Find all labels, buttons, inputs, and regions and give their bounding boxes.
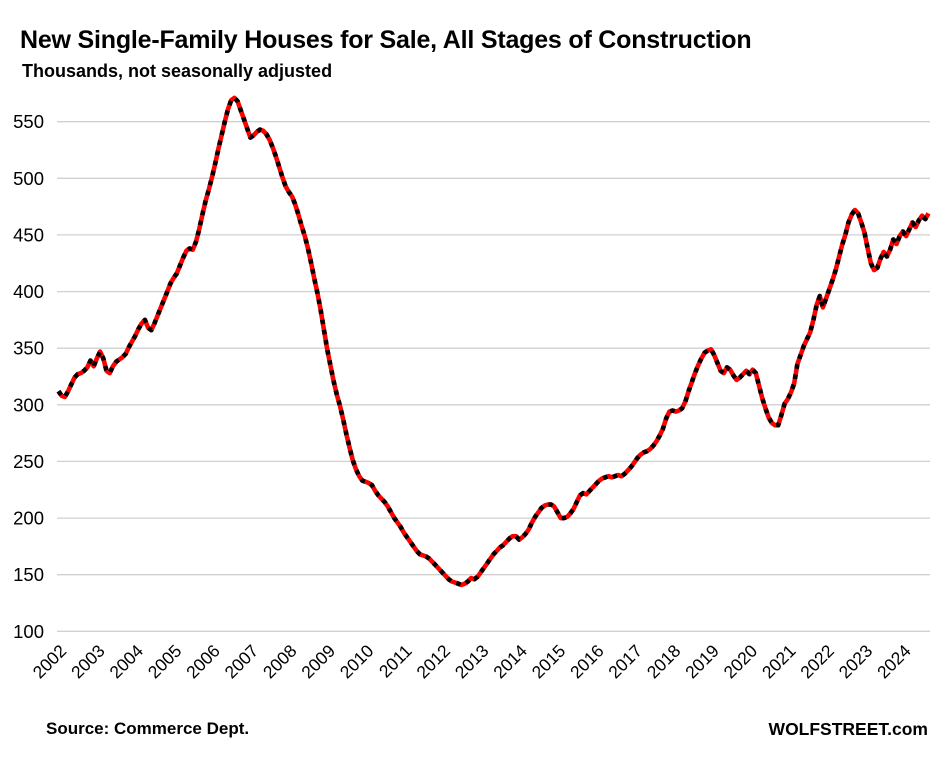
x-tick-label: 2015: [528, 641, 570, 683]
y-tick-label: 300: [13, 394, 44, 415]
x-tick-label: 2004: [105, 641, 147, 683]
x-tick-label: 2022: [796, 641, 838, 683]
y-tick-label: 250: [13, 451, 44, 472]
x-tick-label: 2009: [297, 641, 339, 683]
x-tick-label: 2018: [643, 641, 685, 683]
y-tick-label: 150: [13, 564, 44, 585]
x-tick-label: 2010: [336, 641, 378, 683]
x-tick-label: 2002: [29, 641, 71, 683]
y-tick-label: 500: [13, 168, 44, 189]
x-tick-label: 2005: [144, 641, 186, 683]
y-axis-labels: 100 150 200 250 300 350 400 450 500 550: [13, 111, 44, 642]
source-note: Source: Commerce Dept.: [46, 719, 250, 738]
x-tick-label: 2020: [720, 641, 762, 683]
y-tick-label: 550: [13, 111, 44, 132]
x-tick-label: 2024: [873, 641, 915, 683]
y-tick-label: 200: [13, 508, 44, 529]
y-tick-label: 450: [13, 224, 44, 245]
x-tick-label: 2017: [604, 641, 646, 683]
x-tick-label: 2023: [835, 641, 877, 683]
brand-watermark: WOLFSTREET.com: [768, 719, 928, 739]
x-tick-label: 2007: [221, 641, 263, 683]
x-tick-label: 2006: [182, 641, 224, 683]
x-tick-label: 2012: [412, 641, 454, 683]
series-line-dash-overlay: [56, 95, 931, 588]
x-tick-label: 2021: [758, 641, 800, 683]
x-tick-label: 2016: [566, 641, 608, 683]
series-line-red: [56, 95, 931, 588]
x-tick-label: 2011: [375, 641, 416, 682]
chart-subtitle: Thousands, not seasonally adjusted: [22, 61, 333, 81]
y-tick-label: 100: [13, 621, 44, 642]
x-tick-label: 2003: [67, 641, 109, 683]
x-tick-label: 2014: [489, 641, 531, 683]
x-tick-label: 2008: [259, 641, 301, 683]
y-tick-label: 400: [13, 281, 44, 302]
y-gridlines: [57, 121, 930, 632]
y-tick-label: 350: [13, 338, 44, 359]
chart-title: New Single-Family Houses for Sale, All S…: [20, 26, 752, 54]
x-tick-label: 2013: [451, 641, 493, 683]
x-tick-label: 2019: [681, 641, 723, 683]
x-axis-labels: 2002200320042005200620072008200920102011…: [29, 641, 915, 683]
